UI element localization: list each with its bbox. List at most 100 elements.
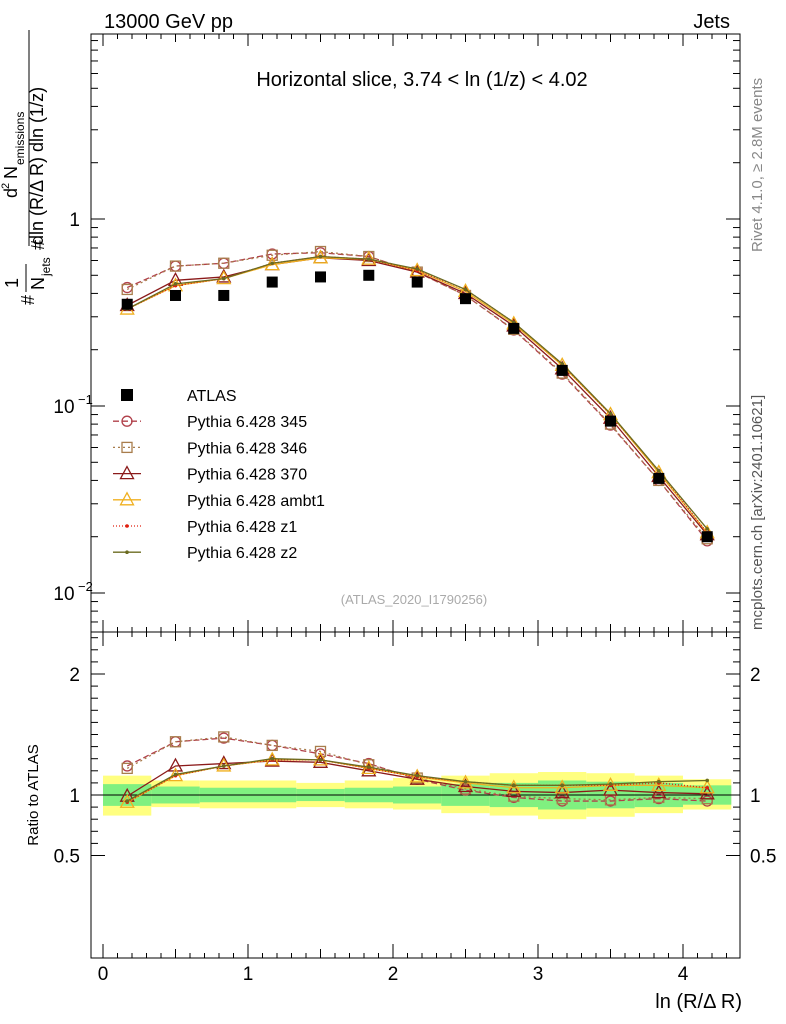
ratio-series-point: [463, 779, 468, 784]
ratio-series-point: [167, 757, 184, 772]
svg-text:d: d: [1, 188, 21, 198]
ratio-series-5: [125, 756, 710, 803]
atlas-data-point: [121, 298, 133, 310]
legend-marker: [121, 441, 133, 454]
main-panel-frame: [90, 33, 741, 633]
ratio-series-point: [169, 736, 182, 748]
atlas-data-point: [556, 364, 568, 376]
ratio-series-point: [361, 762, 377, 777]
mcplots-label: mcplots.cern.ch [arXiv:2401.10621]: [749, 395, 766, 630]
header-energy: 13000 GeV pp: [104, 11, 233, 33]
ratio-series-point: [651, 776, 667, 791]
main-title: Horizontal slice, 3.74 < ln (1/z) < 4.02: [256, 69, 587, 91]
legend-label: Pythia 6.428 z1: [187, 519, 297, 536]
ratio-series-point: [651, 784, 667, 799]
legend-label: Pythia 6.428 345: [187, 414, 307, 431]
main-y-tick-label: 10: [53, 584, 74, 605]
ratio-series-point: [415, 773, 420, 778]
ratio-series-point: [506, 783, 522, 798]
main-y-axis-label: # 1 N jets # d 2 N emissions dln (R/Δ R)…: [0, 30, 53, 305]
ratio-series-point: [121, 762, 133, 775]
svg-text:jets: jets: [39, 257, 53, 277]
main-series-point: [560, 362, 565, 366]
legend-label: Pythia 6.428 ambt1: [187, 493, 325, 510]
legend-marker: [121, 415, 133, 427]
legend-label: Pythia 6.428 z2: [187, 545, 297, 562]
ratio-series-point: [506, 779, 522, 794]
main-series-point: [173, 282, 178, 286]
x-tick-label: 2: [388, 964, 399, 985]
ratio-series-point: [167, 767, 184, 782]
ratio-series-point: [556, 792, 568, 805]
main-y-tick-exponent: −1: [78, 392, 93, 407]
ratio-series-point: [656, 779, 661, 784]
ratio-series-point: [221, 764, 226, 768]
svg-text:#: #: [28, 240, 48, 250]
x-tick-label: 3: [533, 964, 544, 985]
svg-text:2: 2: [0, 183, 12, 189]
atlas-data-point: [653, 472, 665, 484]
ratio-series-point: [125, 799, 130, 803]
ratio-series-point: [218, 731, 230, 743]
legend-marker: [119, 465, 135, 480]
ratio-series-point: [312, 753, 329, 768]
legend-label: Pythia 6.428 370: [187, 467, 307, 484]
main-series-point: [366, 257, 371, 261]
ratio-y-tick-label-right: 2: [750, 665, 761, 686]
ratio-series-point: [560, 783, 565, 788]
main-y-tick-exponent: −2: [78, 579, 93, 594]
main-series-point: [409, 262, 425, 277]
ratio-series-point: [366, 765, 371, 769]
ratio-y-axis-label: Ratio to ATLAS: [25, 744, 42, 845]
ratio-y-tick-label-left: 0.5: [54, 847, 80, 868]
legend-label: Pythia 6.428 346: [187, 440, 307, 457]
ratio-series-point: [216, 755, 232, 770]
legend-marker: [119, 491, 135, 506]
ratio-series-point: [312, 751, 329, 766]
atlas-data-point: [605, 415, 616, 427]
ratio-series-point: [119, 793, 135, 808]
main-series-point: [705, 527, 710, 531]
main-series-point: [463, 287, 468, 292]
x-tick-label: 1: [243, 964, 254, 985]
main-series-point: [169, 260, 182, 272]
x-tick-label: 4: [678, 964, 689, 985]
main-series-point: [266, 249, 278, 261]
ratio-series-point: [699, 779, 715, 794]
atlas-data-point: [266, 276, 278, 288]
main-series-point: [361, 250, 377, 265]
ratio-y-tick-label-left: 1: [69, 786, 80, 807]
header-jets: Jets: [693, 11, 730, 33]
legend-marker: [125, 524, 129, 528]
ratio-series-point: [270, 756, 275, 761]
main-y-tick-label: 10: [53, 397, 74, 418]
atlas-data-point: [363, 269, 375, 281]
legend: ATLAS Pythia 6.428 345 Pythia 6.428 346 Pyt…: [113, 388, 325, 562]
ratio-series-point: [173, 772, 178, 777]
svg-text:1: 1: [2, 278, 22, 288]
ratio-series-point: [457, 778, 474, 793]
ratio-series-point: [608, 782, 613, 786]
svg-text:N: N: [28, 277, 48, 290]
rivet-version-label: Rivet 4.1.0, ≥ 2.8M events: [749, 78, 766, 252]
atlas-data-point: [411, 276, 423, 288]
main-panel-series: [119, 245, 715, 547]
legend-marker-atlas: [121, 389, 133, 401]
atlas-data-point: [460, 293, 471, 305]
atlas-data-point: [218, 289, 230, 301]
main-series-point: [608, 411, 613, 416]
svg-text:N: N: [1, 166, 21, 179]
main-panel-ticks: 1 10 −1 10 −2: [53, 34, 740, 632]
ratio-series-point: [602, 781, 619, 796]
ratio-y-tick-label-right: 0.5: [750, 847, 776, 868]
ratio-series-point: [705, 785, 710, 790]
ratio-series-point: [266, 739, 278, 752]
svg-text:dln (R/Δ R) dln (1/z): dln (R/Δ R) dln (1/z): [27, 87, 47, 245]
ratio-y-tick-label-left: 2: [69, 665, 80, 686]
ratio-panel-ticks: 0.5 0.5 1 1 2 2 0 1 2 3 4: [54, 632, 776, 985]
ratio-y-tick-label-right: 1: [750, 786, 761, 807]
main-series-point: [218, 257, 230, 269]
svg-text:#: #: [18, 295, 38, 305]
ratio-series-point: [409, 770, 425, 785]
